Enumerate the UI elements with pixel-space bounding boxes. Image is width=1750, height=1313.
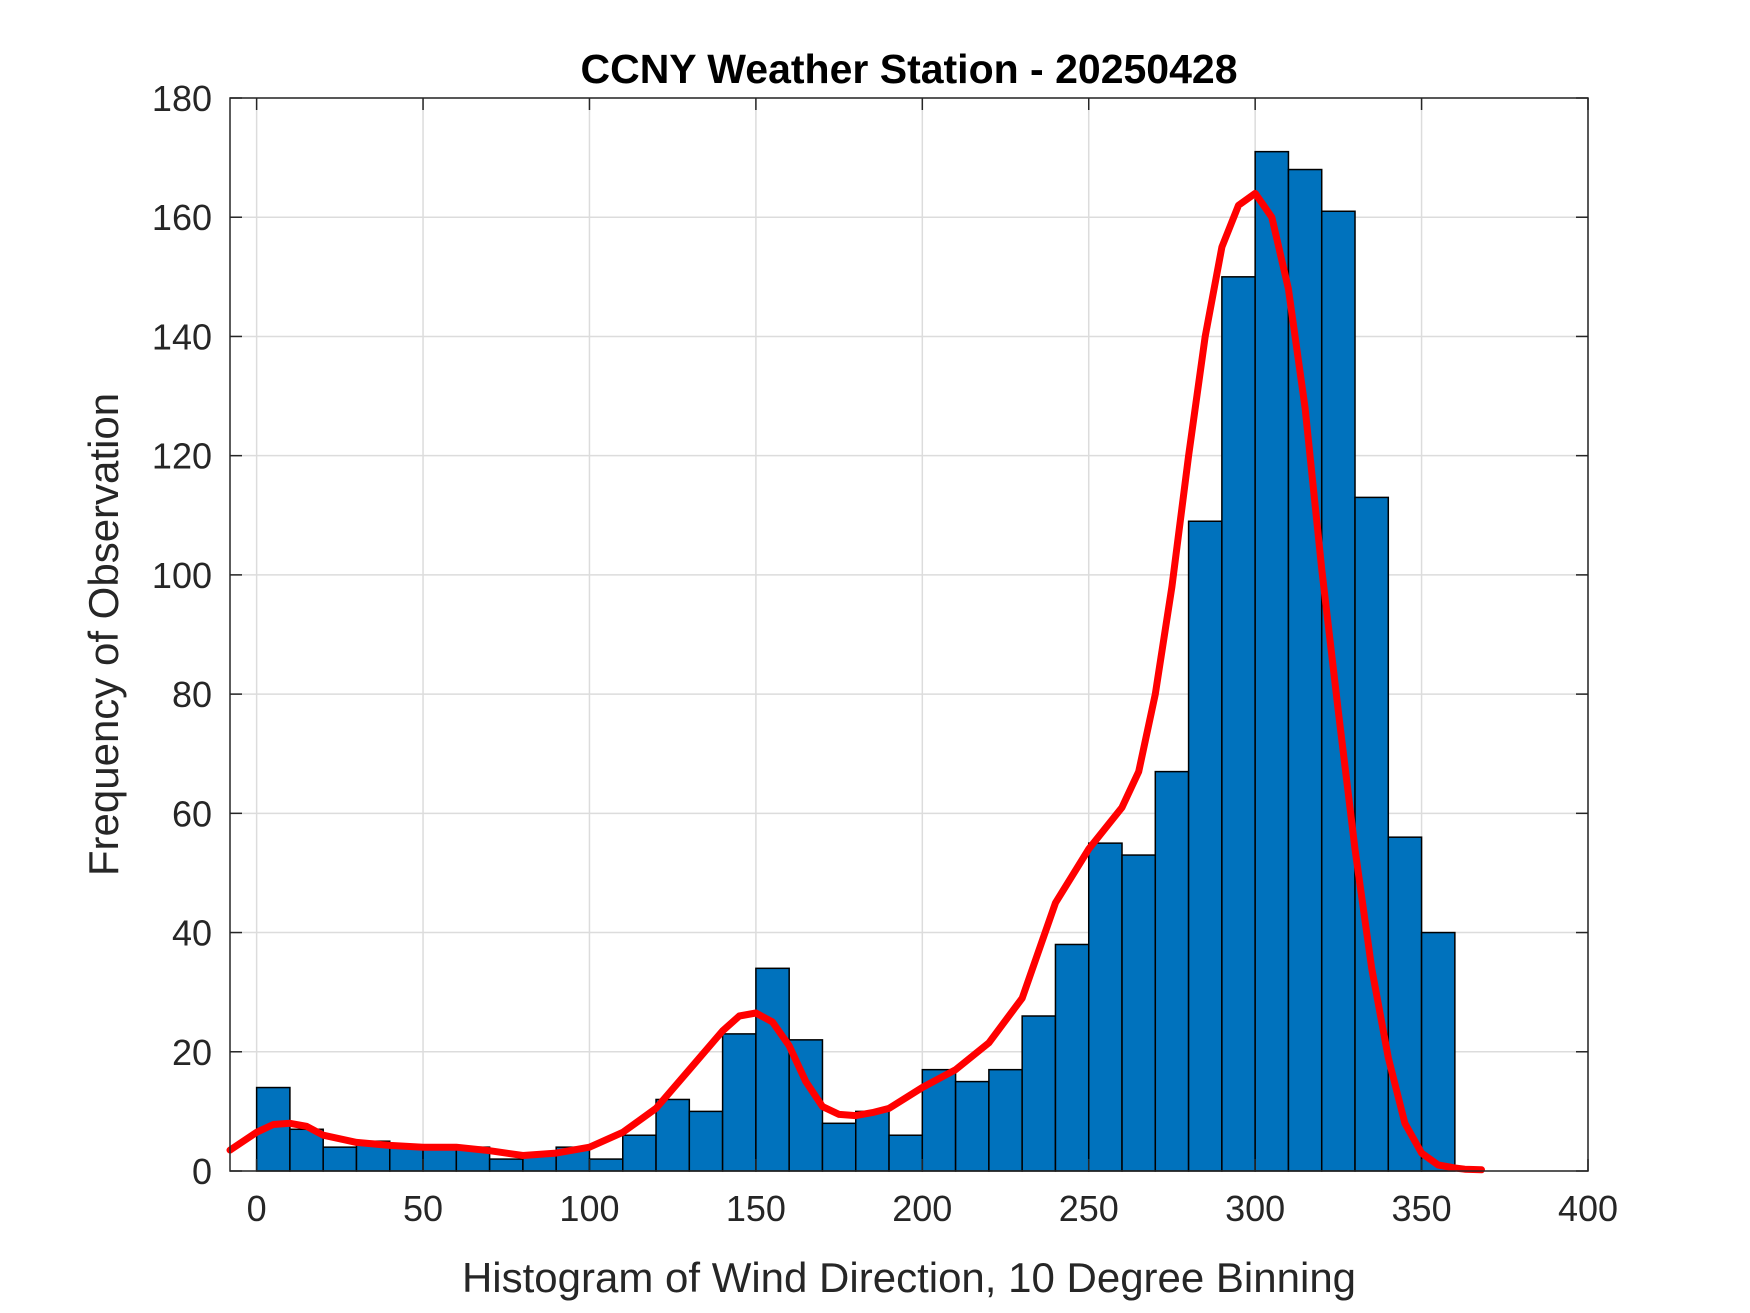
histogram-bar: [1087, 842, 1123, 1172]
x-axis-label: Histogram of Wind Direction, 10 Degree B…: [462, 1254, 1356, 1301]
x-tick-label: 300: [1225, 1188, 1285, 1229]
chart-title: CCNY Weather Station - 20250428: [580, 46, 1237, 92]
y-tick-label: 120: [152, 436, 212, 477]
axes-box: [229, 97, 1589, 1172]
histogram-bar: [854, 1110, 890, 1172]
x-tick-labels: 0 50 100 150 200 250 300 350 400: [247, 1188, 1618, 1229]
histogram-bar: [622, 1134, 657, 1172]
histogram-bar: [322, 1146, 358, 1172]
histogram-bar: [1154, 770, 1190, 1172]
fit-curve-line: [226, 189, 1485, 1174]
histogram-bar: [821, 1122, 857, 1172]
y-tick-label: 0: [192, 1151, 212, 1192]
histogram-bar: [389, 1146, 424, 1172]
histogram-bar: [1187, 520, 1223, 1172]
y-tick-label: 80: [172, 674, 212, 715]
x-tick-label: 350: [1392, 1188, 1452, 1229]
histogram-bar: [1054, 943, 1090, 1172]
histogram-bar: [488, 1158, 524, 1172]
axis-ticks: [230, 97, 1589, 1172]
histogram-bar: [888, 1134, 924, 1172]
histogram-bar: [755, 967, 790, 1172]
y-tick-label: 100: [152, 555, 212, 596]
y-tick-label: 140: [152, 316, 212, 357]
x-tick-label: 200: [892, 1188, 952, 1229]
histogram-bar: [988, 1068, 1023, 1172]
y-tick-label: 60: [172, 793, 212, 834]
histogram-bar: [1354, 496, 1390, 1172]
y-axis-label: Frequency of Observation: [80, 393, 127, 876]
y-tick-label: 40: [172, 913, 212, 954]
x-tick-label: 150: [726, 1188, 786, 1229]
y-tick-label: 180: [152, 78, 212, 119]
x-tick-label: 100: [559, 1188, 619, 1229]
histogram-bars: [255, 150, 1456, 1172]
histogram-bar: [1121, 854, 1157, 1172]
y-tick-label: 20: [172, 1032, 212, 1073]
y-tick-label: 160: [152, 197, 212, 238]
histogram-bar: [721, 1033, 757, 1172]
histogram-bar: [954, 1080, 990, 1172]
x-tick-label: 250: [1059, 1188, 1119, 1229]
y-tick-labels: 0 20 40 60 80 100 120 140 160 180: [152, 78, 212, 1192]
x-tick-label: 0: [247, 1188, 267, 1229]
histogram-bar: [688, 1110, 724, 1172]
histogram-bar: [1254, 150, 1290, 1172]
histogram-bar: [1021, 1015, 1057, 1172]
x-tick-label: 50: [403, 1188, 443, 1229]
histogram-bar: [422, 1146, 458, 1172]
histogram-bar: [1420, 931, 1456, 1172]
histogram-bar: [1221, 276, 1256, 1172]
histogram-bar: [588, 1158, 624, 1172]
histogram-bar: [655, 1098, 691, 1172]
x-tick-label: 400: [1558, 1188, 1618, 1229]
